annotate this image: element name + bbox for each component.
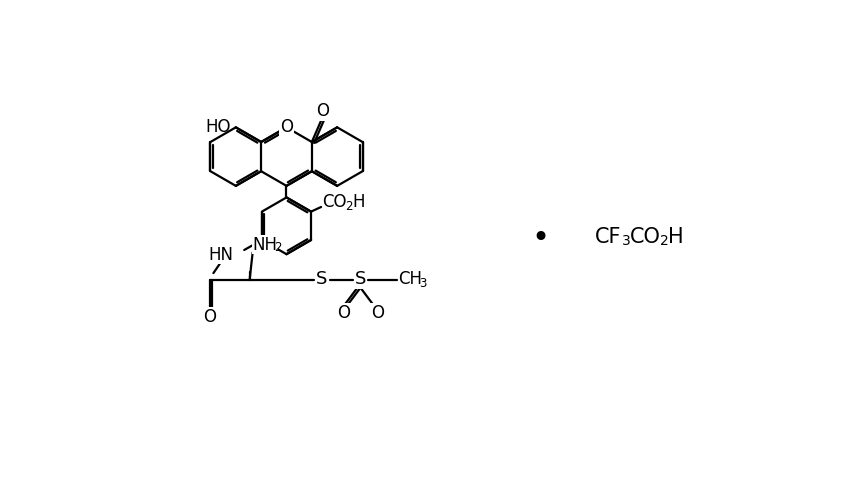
Text: HO: HO — [206, 118, 231, 136]
Text: CO: CO — [630, 227, 661, 246]
Text: O: O — [203, 308, 216, 326]
Text: 3: 3 — [419, 277, 426, 290]
Text: 3: 3 — [622, 234, 631, 248]
Text: CH: CH — [398, 270, 422, 288]
Text: S: S — [317, 270, 328, 288]
Text: 2: 2 — [275, 241, 282, 254]
Text: •: • — [532, 224, 550, 253]
Text: O: O — [280, 118, 293, 136]
Text: O: O — [316, 102, 329, 120]
Text: NH: NH — [252, 235, 278, 254]
Text: 2: 2 — [661, 234, 669, 248]
Text: 2: 2 — [345, 200, 353, 213]
Text: HN: HN — [208, 245, 233, 264]
Text: O: O — [371, 304, 384, 322]
Text: CO: CO — [323, 193, 347, 211]
Text: O: O — [337, 304, 350, 322]
Text: S: S — [355, 270, 366, 288]
Text: CF: CF — [595, 227, 621, 246]
Text: H: H — [668, 227, 684, 246]
Text: H: H — [353, 193, 365, 211]
